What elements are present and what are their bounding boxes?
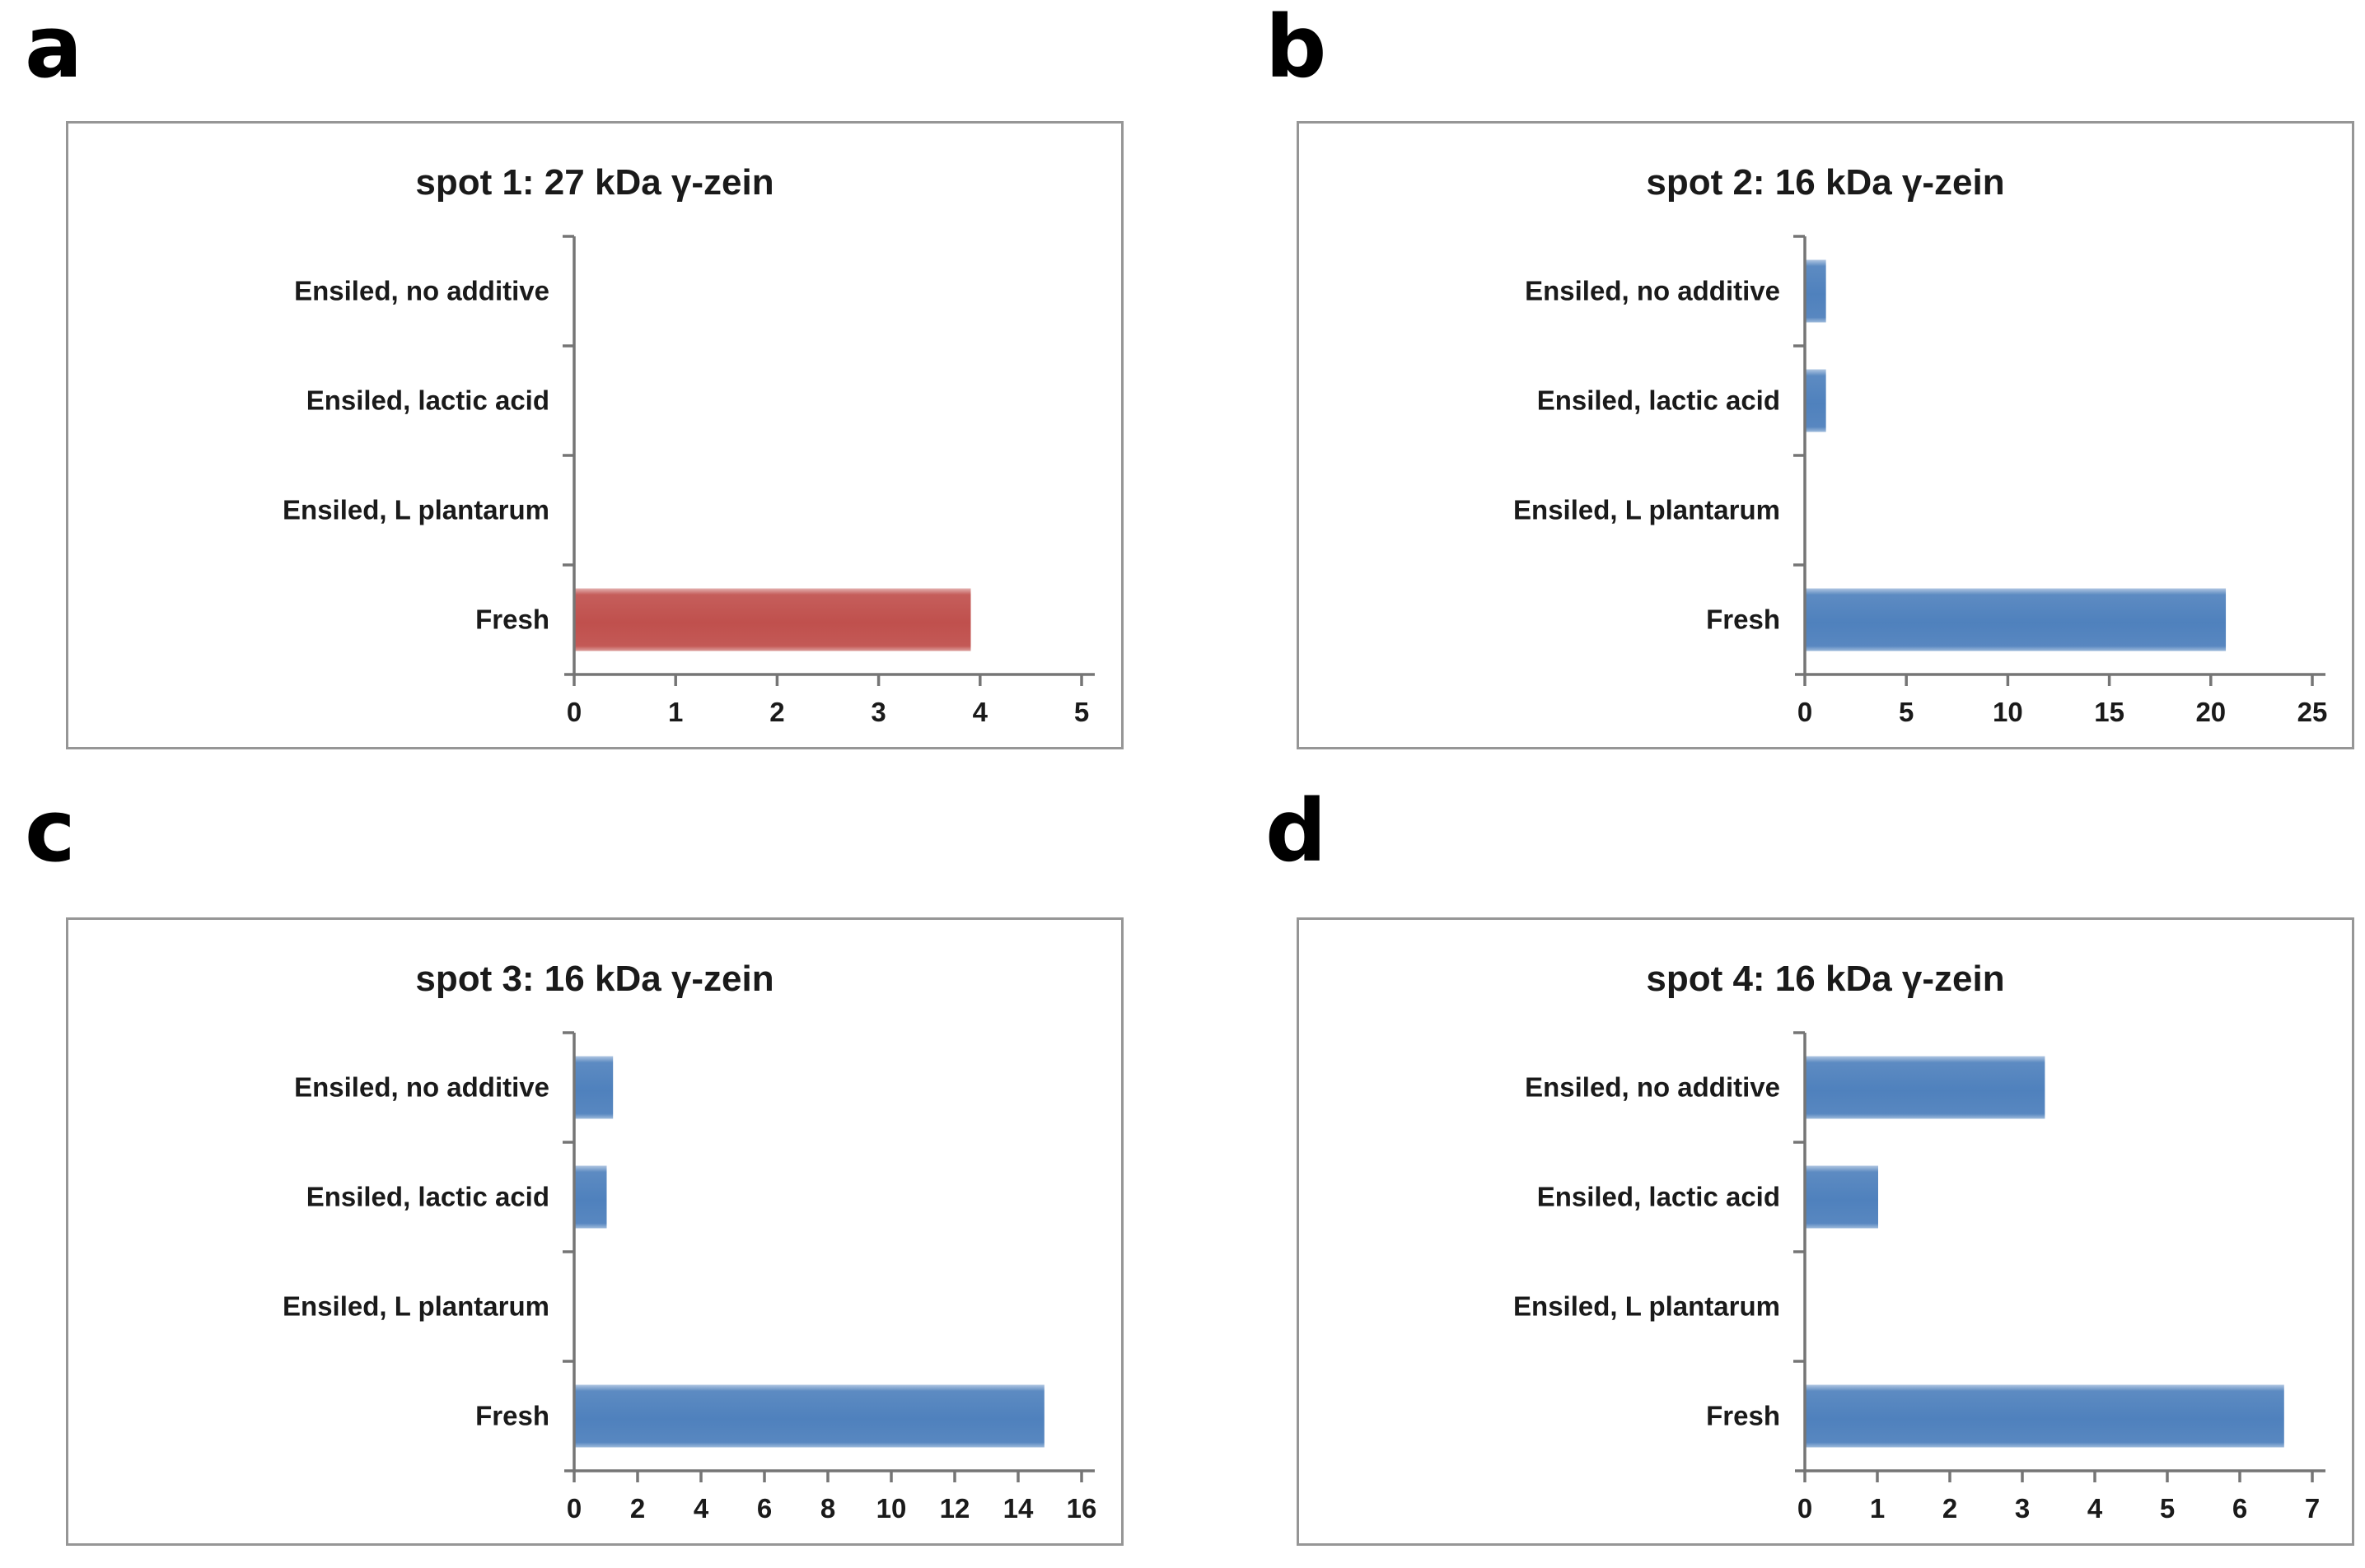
x-tick-label: 16 [1067, 1493, 1097, 1524]
category-label: Ensiled, L plantarum [283, 1291, 549, 1322]
x-tick-label: 0 [1797, 697, 1812, 727]
x-tick-label: 5 [1074, 697, 1089, 727]
bar [1806, 588, 2227, 651]
x-tick-label: 15 [2094, 697, 2124, 727]
chart-box-b: spot 2: 16 kDa γ-zein Ensiled, no additiv… [1297, 121, 2354, 749]
category-label: Fresh [475, 604, 549, 635]
category-label: Fresh [1706, 604, 1780, 635]
chart-box-c: spot 3: 16 kDa γ-zein Ensiled, no additiv… [66, 917, 1124, 1546]
category-label: Fresh [1706, 1401, 1780, 1431]
category-label: Ensiled, L plantarum [1513, 1291, 1780, 1322]
bar [1806, 369, 1826, 432]
bar-chart-c: spot 3: 16 kDa γ-zein Ensiled, no additiv… [68, 920, 1121, 1543]
category-label: Ensiled, no additive [1525, 1072, 1780, 1103]
bar-chart-svg: spot 4: 16 kDa γ-zein Ensiled, no additiv… [1513, 959, 2325, 1524]
x-tick-label: 7 [2305, 1493, 2320, 1524]
panel-letter-d: d [1265, 781, 1327, 881]
x-tick-label: 4 [2087, 1493, 2103, 1524]
x-tick-label: 12 [940, 1493, 970, 1524]
chart-title: spot 3: 16 kDa γ-zein [415, 959, 774, 999]
bar [1806, 1384, 2284, 1448]
panel-b: b spot 2: 16 kDa γ-zein Ensiled, no addit… [1183, 0, 2365, 784]
x-tick-label: 1 [668, 697, 683, 727]
panel-letter-b: b [1265, 0, 1327, 97]
panel-d: d spot 4: 16 kDa γ-zein Ensiled, no addit… [1183, 784, 2365, 1568]
chart-title: spot 1: 27 kDa γ-zein [415, 162, 774, 203]
bar-chart-d: spot 4: 16 kDa γ-zein Ensiled, no additiv… [1299, 920, 2352, 1543]
bar-chart-svg: spot 1: 27 kDa γ-zein Ensiled, no additiv… [283, 162, 1095, 727]
panel-letter-c: c [25, 781, 76, 881]
x-tick-label: 5 [2160, 1493, 2175, 1524]
bar-chart-svg: spot 3: 16 kDa γ-zein Ensiled, no additiv… [283, 959, 1097, 1524]
bar [575, 1056, 614, 1119]
category-label: Ensiled, lactic acid [1537, 385, 1780, 416]
x-tick-label: 3 [871, 697, 886, 727]
chart-title: spot 2: 16 kDa γ-zein [1646, 162, 2004, 203]
bar [575, 1165, 607, 1229]
bar-chart-svg: spot 2: 16 kDa γ-zein Ensiled, no additiv… [1513, 162, 2328, 727]
category-label: Ensiled, lactic acid [1537, 1182, 1780, 1212]
bar [1806, 1056, 2045, 1119]
bar [1806, 1165, 1878, 1229]
x-tick-label: 2 [769, 697, 784, 727]
x-tick-label: 8 [820, 1493, 835, 1524]
bar [575, 588, 971, 651]
category-label: Ensiled, L plantarum [1513, 495, 1780, 525]
x-tick-label: 10 [1993, 697, 2023, 727]
x-tick-label: 6 [757, 1493, 772, 1524]
category-label: Ensiled, no additive [294, 1072, 549, 1103]
category-label: Ensiled, no additive [294, 276, 549, 306]
category-label: Ensiled, lactic acid [306, 1182, 549, 1212]
panel-c: c spot 3: 16 kDa γ-zein Ensiled, no addit… [0, 784, 1182, 1568]
x-tick-label: 2 [1942, 1493, 1957, 1524]
bar [1806, 259, 1826, 323]
x-tick-label: 25 [2297, 697, 2328, 727]
bar-chart-b: spot 2: 16 kDa γ-zein Ensiled, no additiv… [1299, 124, 2352, 747]
panel-a: a spot 1: 27 kDa γ-zein Ensiled, no addit… [0, 0, 1182, 784]
chart-title: spot 4: 16 kDa γ-zein [1646, 959, 2004, 999]
x-tick-label: 1 [1870, 1493, 1885, 1524]
x-tick-label: 0 [567, 1493, 582, 1524]
category-label: Fresh [475, 1401, 549, 1431]
bar-chart-a: spot 1: 27 kDa γ-zein Ensiled, no additiv… [68, 124, 1121, 747]
x-tick-label: 4 [973, 697, 989, 727]
x-tick-label: 6 [2232, 1493, 2247, 1524]
chart-box-d: spot 4: 16 kDa γ-zein Ensiled, no additiv… [1297, 917, 2354, 1546]
x-tick-label: 5 [1899, 697, 1914, 727]
category-label: Ensiled, L plantarum [283, 495, 549, 525]
bar [575, 1384, 1045, 1448]
category-label: Ensiled, lactic acid [306, 385, 549, 416]
category-label: Ensiled, no additive [1525, 276, 1780, 306]
x-tick-label: 4 [694, 1493, 709, 1524]
x-tick-label: 0 [1797, 1493, 1812, 1524]
chart-box-a: spot 1: 27 kDa γ-zein Ensiled, no additiv… [66, 121, 1124, 749]
x-tick-label: 0 [567, 697, 582, 727]
x-tick-label: 10 [876, 1493, 907, 1524]
x-tick-label: 2 [630, 1493, 645, 1524]
x-tick-label: 20 [2195, 697, 2226, 727]
x-tick-label: 3 [2015, 1493, 2030, 1524]
x-tick-label: 14 [1003, 1493, 1034, 1524]
panel-letter-a: a [25, 0, 83, 97]
